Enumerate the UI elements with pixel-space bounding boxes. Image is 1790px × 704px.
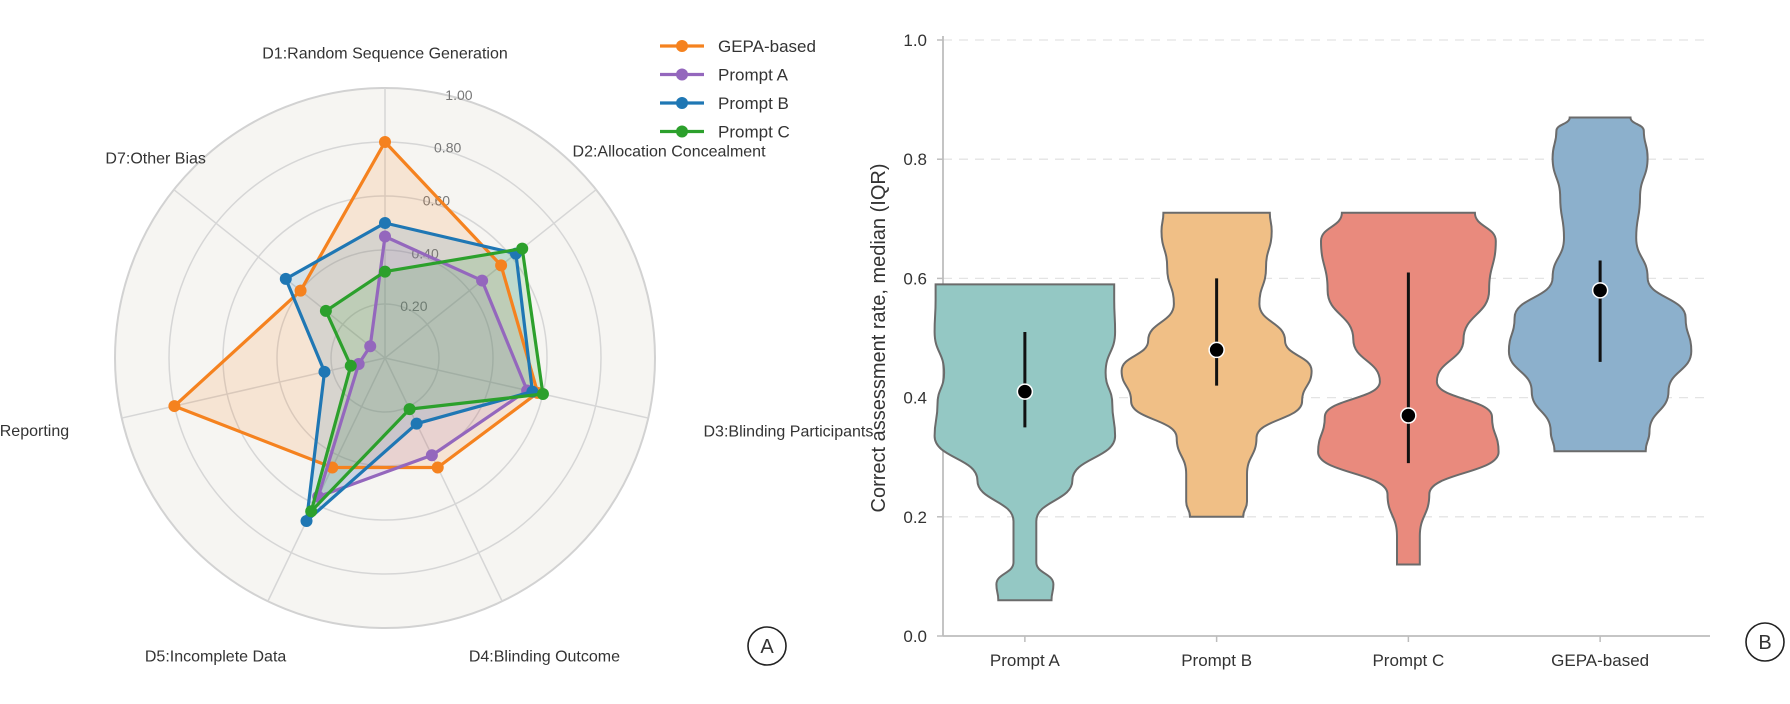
radar-point-gepa-based — [294, 284, 307, 297]
radar-spoke — [121, 357, 386, 419]
radar-area-prompt-c — [311, 248, 543, 512]
radar-spoke — [384, 357, 503, 602]
y-axis-label: Correct assessment rate, median (IQR) — [868, 164, 890, 513]
radar-point-prompt-a — [379, 230, 391, 243]
radar-point-prompt-c — [305, 505, 318, 518]
x-tick-label: GEPA-based — [1551, 651, 1649, 670]
legend-label: Prompt A — [718, 66, 789, 85]
radar-axis-label: D7:Other Bias — [105, 150, 205, 167]
radar-area-gepa-based — [174, 142, 538, 468]
panel-label: B — [1758, 632, 1771, 654]
radar-point-prompt-c — [403, 403, 416, 416]
radar-tick-label: 0.80 — [434, 140, 461, 156]
violin-chart: 0.0 0.2 0.4 0.6 0.8 1.0 Correct assessment rat… — [868, 31, 1785, 670]
x-tick-label: Prompt A — [990, 651, 1061, 670]
radar-axis-label: D3:Blinding Participants — [704, 424, 874, 441]
radar-point-prompt-c — [536, 388, 549, 401]
legend-label: Prompt C — [718, 123, 790, 142]
radar-line-gepa-based — [172, 140, 540, 470]
radar-point-prompt-a — [364, 340, 377, 353]
radar-point-prompt-b — [379, 217, 391, 229]
median-marker-prompt-a — [1016, 383, 1034, 400]
median-marker-gepa-based — [1591, 282, 1609, 299]
y-tick-label: 0.4 — [903, 389, 927, 408]
radar-point-prompt-b — [279, 272, 292, 285]
radar-axis-label: D2:Allocation Concealment — [573, 144, 767, 161]
radar-spoke — [267, 357, 386, 602]
radar-axis-label: D1:Random Sequence Generation — [262, 45, 508, 62]
radar-point-gepa-based — [379, 136, 391, 148]
legend-marker-prompt-a — [676, 68, 688, 81]
radar-point-prompt-b — [410, 417, 423, 430]
radar-tick-label: 0.20 — [400, 298, 427, 314]
radar-axis-label: D5:Incomplete Data — [145, 648, 287, 665]
radar-point-gepa-based — [431, 461, 444, 474]
radar-point-prompt-c — [379, 265, 391, 278]
y-tick-label: 1.0 — [903, 31, 927, 50]
radar-area-prompt-a — [318, 236, 528, 497]
y-tick-label: 0.0 — [903, 627, 927, 646]
y-tick-label: 0.8 — [903, 150, 927, 169]
violin-prompt-a — [933, 283, 1117, 602]
panel-label-circle — [1745, 622, 1785, 662]
panel-label: A — [760, 636, 774, 658]
legend-marker-gepa-based — [676, 40, 688, 52]
legend-marker-prompt-c — [676, 125, 688, 138]
y-tick-label: 0.6 — [903, 269, 927, 288]
median-marker-prompt-c — [1400, 407, 1417, 424]
legend-label: Prompt B — [718, 94, 789, 113]
radar-point-prompt-b — [300, 514, 313, 527]
legend-marker-prompt-b — [676, 97, 688, 109]
radar-point-gepa-based — [168, 400, 181, 413]
radar-line-prompt-c — [309, 247, 545, 513]
radar-point-prompt-c — [516, 242, 529, 255]
radar-point-prompt-c — [344, 359, 357, 372]
radar-axis-label: D4:Blinding Outcome — [469, 648, 620, 665]
radar-spoke — [384, 357, 649, 419]
radar-point-gepa-based — [495, 259, 508, 272]
radar-line-prompt-b — [284, 221, 535, 523]
y-tick-label: 0.2 — [903, 508, 927, 527]
radar-spoke — [173, 189, 386, 359]
radar-point-prompt-a — [476, 274, 489, 287]
radar-point-prompt-c — [319, 304, 332, 317]
legend-label: GEPA-based — [718, 37, 816, 56]
median-marker-prompt-b — [1208, 341, 1225, 359]
x-tick-label: Prompt B — [1181, 651, 1252, 670]
radar-point-prompt-a — [425, 449, 438, 462]
radar-spoke — [384, 189, 597, 359]
radar-point-prompt-b — [318, 365, 331, 378]
panel-label-circle — [747, 626, 787, 666]
radar-axis-label: D6:Selective Reporting — [0, 423, 69, 440]
radar-tick-label: 1.00 — [445, 87, 472, 103]
x-tick-label: Prompt C — [1372, 651, 1444, 670]
